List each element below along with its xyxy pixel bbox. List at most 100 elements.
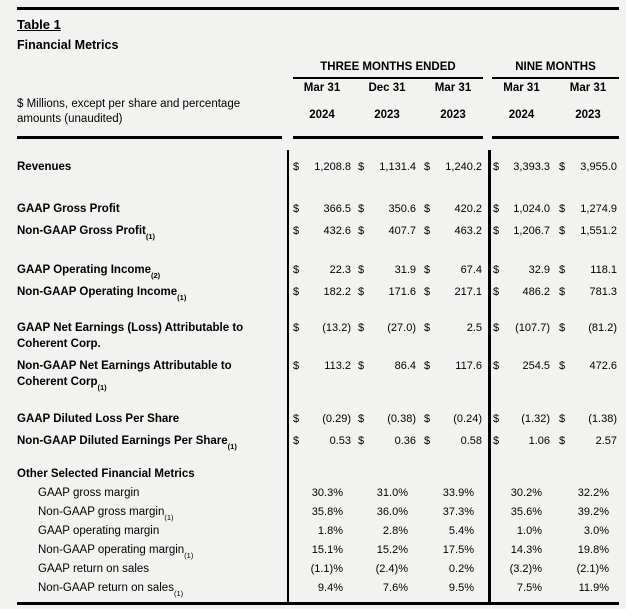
data-cell: 14.3%	[493, 541, 550, 560]
row-label-text: GAAP Operating Income	[17, 264, 151, 276]
column-month-label: Mar 31	[303, 82, 341, 94]
row-label-text: GAAP Net Earnings (Loss) Attributable to	[17, 322, 244, 334]
data-cell: (1.1)%	[293, 560, 351, 579]
row-label-text: Non-GAAP gross margin	[38, 506, 165, 518]
currency-symbol: $	[293, 360, 300, 372]
table-body: Revenues $1,208.8 $1,131.4 $1,240.2 $3,393.3…	[17, 150, 619, 598]
footnote-reference: (1)	[184, 551, 194, 561]
row-label: Non-GAAP Gross Profit(1)	[17, 220, 287, 242]
currency-symbol: $	[293, 264, 300, 276]
row-label: Non-GAAP Diluted Earnings Per Share(1)	[17, 430, 287, 452]
data-cell: $ (0.24)	[424, 408, 482, 430]
row-label-text: Coherent Corp.	[17, 338, 101, 350]
column-year-label: 2024	[309, 109, 335, 121]
column-year-label: 2023	[575, 109, 601, 121]
data-cell: $182.2	[293, 281, 351, 303]
header-rule-three-months	[293, 136, 483, 139]
data-cell: $350.6	[358, 198, 416, 220]
row-label-text: GAAP Diluted Loss Per Share	[17, 413, 180, 425]
cell-value: 7.5%	[516, 582, 542, 594]
row-label: GAAP gross margin	[17, 484, 287, 503]
cell-value: 1,274.9	[580, 203, 617, 215]
row-label-text: Other Selected Financial Metrics	[17, 468, 195, 480]
column-month-label: Mar 31	[503, 82, 540, 94]
cell-value: 1,131.4	[379, 161, 416, 173]
currency-symbol: $	[424, 264, 431, 276]
currency-symbol: $	[493, 225, 500, 237]
data-cell: 19.8%	[559, 541, 617, 560]
row-label-text: GAAP gross margin	[38, 487, 140, 499]
row-label: Revenues	[17, 156, 287, 178]
data-cell: $420.2	[424, 198, 482, 220]
cell-value: 35.6%	[510, 506, 542, 518]
currency-symbol: $	[493, 286, 500, 298]
data-cell: 35.6%	[493, 503, 550, 522]
data-cell: 36.0%	[358, 503, 416, 522]
cell-value: 217.1	[454, 286, 482, 298]
currency-symbol: $	[424, 203, 431, 215]
vertical-divider-label-column	[287, 150, 289, 602]
data-cell: $ (27.0)	[358, 320, 416, 336]
column-year-label: 2023	[374, 109, 400, 121]
data-cell: 15.2%	[358, 541, 416, 560]
currency-symbol: $	[424, 322, 431, 334]
currency-symbol: $	[559, 203, 566, 215]
cell-value: 15.2%	[376, 544, 408, 556]
cell-value: 3.0%	[583, 525, 609, 537]
cell-value: 86.4	[394, 360, 416, 372]
data-cell: 15.1%	[293, 541, 351, 560]
data-cell: $ (107.7)	[493, 320, 550, 336]
cell-value: 35.8%	[311, 506, 343, 518]
table-row: Non-GAAP Diluted Earnings Per Share(1) $0…	[17, 430, 619, 452]
column-month-label: Dec 31	[368, 82, 406, 94]
table-row: Non-GAAP gross margin(1) 35.8% 36.0% 37.3% 3…	[17, 503, 619, 522]
table-row: Other Selected Financial Metrics	[17, 464, 619, 484]
data-cell: $86.4	[358, 358, 416, 374]
cell-value: 7.6%	[382, 582, 408, 594]
currency-symbol: $	[358, 286, 365, 298]
column-year-label: 2024	[508, 109, 535, 121]
data-cell: $ (1.38)	[559, 408, 617, 430]
row-label: Non-GAAP return on sales(1)	[17, 579, 287, 598]
table-row: GAAP Net Earnings (Loss) Attributable to…	[17, 320, 619, 356]
cell-value: 5.4%	[448, 525, 474, 537]
col-group-three-months-label: THREE MONTHS ENDED	[320, 61, 456, 73]
footnote-reference: (1)	[227, 442, 237, 452]
data-cell: 7.6%	[358, 579, 416, 598]
data-cell: $ (0.38)	[358, 408, 416, 430]
cell-value: (1.1)%	[310, 563, 343, 575]
cell-value: 3,955.0	[580, 161, 617, 173]
table-number-label: Table 1	[17, 17, 61, 32]
currency-symbol: $	[293, 413, 300, 425]
data-cell: $407.7	[358, 220, 416, 242]
cell-value: 30.3%	[311, 487, 343, 499]
cell-value: (107.7)	[515, 322, 550, 334]
data-cell: $3,393.3	[493, 156, 550, 178]
row-label-text: GAAP return on sales	[38, 563, 150, 575]
cell-value: 15.1%	[311, 544, 343, 556]
footnote-reference: (1)	[164, 513, 174, 523]
data-cell: $1,131.4	[358, 156, 416, 178]
row-label-text: Non-GAAP operating margin	[38, 544, 185, 556]
currency-symbol: $	[559, 225, 566, 237]
cell-value: 9.5%	[448, 582, 474, 594]
data-cell: 9.4%	[293, 579, 351, 598]
data-cell: 0.2%	[424, 560, 482, 579]
row-label-text: Non-GAAP return on sales	[38, 582, 174, 594]
row-label-text: GAAP Gross Profit	[17, 203, 120, 215]
row-label: GAAP Diluted Loss Per Share	[17, 408, 287, 430]
cell-value: 407.7	[388, 225, 416, 237]
table-row: GAAP return on sales (1.1)% (2.4)% 0.2% (3.2…	[17, 560, 619, 579]
cell-value: 420.2	[454, 203, 482, 215]
data-cell: $366.5	[293, 198, 351, 220]
row-label: Non-GAAP Net Earnings Attributable to Coh…	[17, 358, 287, 392]
table-row: Non-GAAP Gross Profit(1) $432.6 $407.7 $463…	[17, 220, 619, 242]
data-cell: $0.53	[293, 430, 351, 452]
data-cell: 1.8%	[293, 522, 351, 541]
data-cell: $254.5	[493, 358, 550, 374]
vertical-divider-column-groups	[488, 150, 491, 602]
data-cell: $ (0.29)	[293, 408, 351, 430]
cell-value: 182.2	[323, 286, 351, 298]
currency-symbol: $	[559, 413, 566, 425]
currency-symbol: $	[293, 225, 300, 237]
